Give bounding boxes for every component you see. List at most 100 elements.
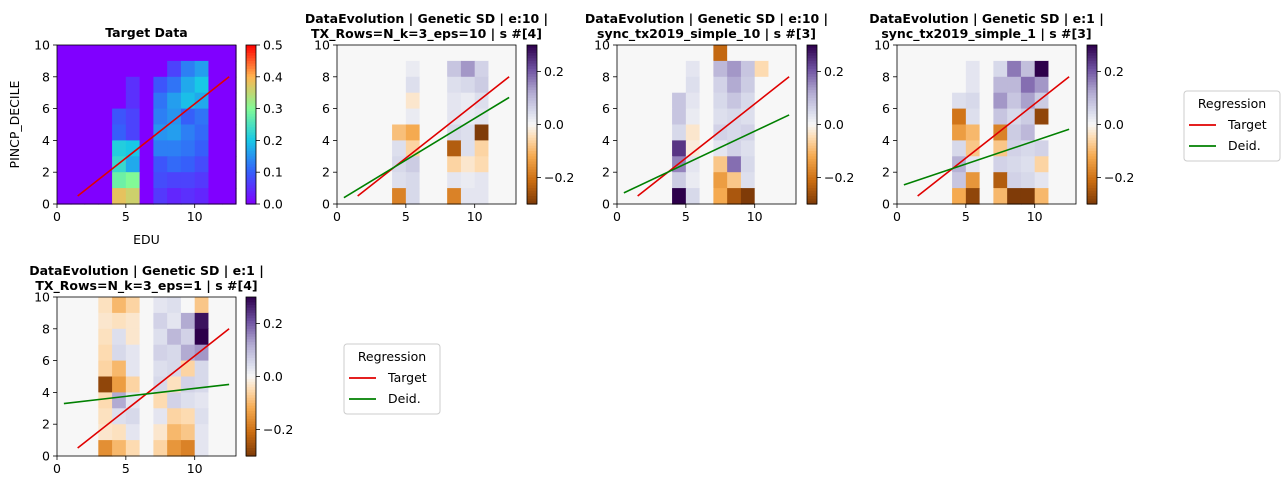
heatmap-cell [433, 45, 448, 62]
heatmap-cell [153, 297, 168, 314]
heatmap-cell [644, 76, 659, 94]
heatmap-cell [167, 328, 182, 346]
colorbar-segment [527, 74, 537, 78]
heatmap-cell [699, 45, 714, 62]
heatmap-cell [98, 92, 113, 110]
colorbar-segment [246, 55, 256, 59]
heatmap-cell [112, 440, 127, 457]
heatmap-cell [1048, 60, 1063, 78]
heatmap-cell [617, 92, 632, 110]
colorbar-segment [246, 79, 256, 83]
heatmap-cell [153, 424, 168, 441]
colorbar-segment [527, 180, 537, 184]
heatmap-cell [167, 408, 182, 425]
colorbar-segment [527, 145, 537, 149]
heatmap-cell [433, 76, 448, 94]
colorbar-segment [807, 164, 817, 168]
x-tick-label: 0 [53, 461, 61, 476]
heatmap-cell [70, 344, 86, 362]
colorbar-segment [807, 108, 817, 112]
colorbar-segment [1087, 45, 1097, 49]
chart-title: DataEvolution | Genetic SD | e:1 | [29, 263, 264, 278]
colorbar-segment [807, 166, 817, 171]
heatmap-cell [754, 140, 770, 157]
colorbar-segment [246, 376, 256, 380]
colorbar-segment [1087, 188, 1097, 192]
y-tick-label: 4 [322, 133, 330, 148]
colorbar-segment [246, 151, 256, 155]
heatmap-cell [685, 92, 701, 110]
colorbar-segment [807, 158, 817, 163]
heatmap-cell [208, 140, 223, 157]
heatmap-cell [502, 60, 517, 78]
heatmap-cell [502, 108, 517, 126]
colorbar-tick-label: 0.2 [1104, 64, 1124, 79]
heatmap-cell [208, 312, 223, 330]
heatmap-cell [208, 328, 223, 346]
heatmap-cell [1020, 156, 1036, 173]
colorbar-segment [527, 151, 537, 155]
heatmap-cell [630, 60, 646, 78]
heatmap-cell [112, 76, 127, 94]
heatmap-cell [713, 76, 728, 94]
legend-title: Regression [1198, 96, 1266, 111]
heatmap-cell [672, 140, 687, 157]
heatmap-cell [488, 124, 503, 141]
heatmap-cell [447, 76, 462, 94]
colorbar-segment [1087, 95, 1097, 99]
colorbar-segment [246, 326, 256, 330]
heatmap-cell [84, 188, 99, 205]
heatmap-cell [460, 92, 476, 110]
y-tick-label: 8 [322, 69, 330, 84]
heatmap-cell [208, 408, 223, 425]
heatmap-cell [433, 156, 448, 173]
heatmap-cell [474, 76, 490, 94]
heatmap-cell [139, 60, 154, 78]
heatmap-cell [112, 297, 127, 314]
heatmap-cell [672, 108, 687, 126]
y-tick-label: 4 [882, 133, 890, 148]
heatmap-cell [1007, 92, 1022, 110]
colorbar-segment [246, 166, 256, 171]
heatmap-cell [617, 172, 632, 189]
colorbar-segment [807, 143, 817, 147]
heatmap-cell [1034, 45, 1050, 62]
colorbar-segment [527, 121, 537, 126]
heatmap-cell [474, 60, 490, 78]
heatmap-cell [1062, 92, 1077, 110]
heatmap-cell [952, 92, 967, 110]
heatmap-cell [460, 60, 476, 78]
heatmap-cell [57, 424, 72, 441]
heatmap-cell [979, 188, 994, 205]
heatmap-cell [897, 172, 912, 189]
colorbar-segment [807, 156, 817, 160]
heatmap-cell [782, 108, 797, 126]
heatmap-cell [952, 188, 967, 205]
regression-line-target [77, 328, 230, 449]
heatmap-cell [350, 60, 366, 78]
y-tick-label: 6 [42, 101, 50, 116]
heatmap-cell [405, 108, 421, 126]
heatmap-cell [938, 45, 953, 62]
heatmap-cell [70, 156, 86, 173]
heatmap-cell [924, 140, 939, 157]
heatmap-cell [740, 108, 756, 126]
heatmap-cell [125, 92, 141, 110]
heatmap-cell [727, 156, 742, 173]
colorbar-segment [1087, 119, 1097, 123]
heatmap-cell [1020, 172, 1036, 189]
heatmap-cell [488, 188, 503, 205]
colorbar-segment [807, 145, 817, 149]
colorbar-segment [246, 174, 256, 179]
heatmap-cell [768, 172, 783, 189]
heatmap-cell [754, 172, 770, 189]
colorbar-segment [807, 137, 817, 141]
heatmap-cell [392, 45, 407, 62]
heatmap-cell [180, 156, 196, 173]
heatmap-cell [70, 392, 86, 409]
heatmap-cell [965, 124, 981, 141]
colorbar-segment [246, 105, 256, 110]
colorbar-segment [246, 143, 256, 147]
heatmap-cell [153, 392, 168, 409]
colorbar-segment [527, 148, 537, 152]
